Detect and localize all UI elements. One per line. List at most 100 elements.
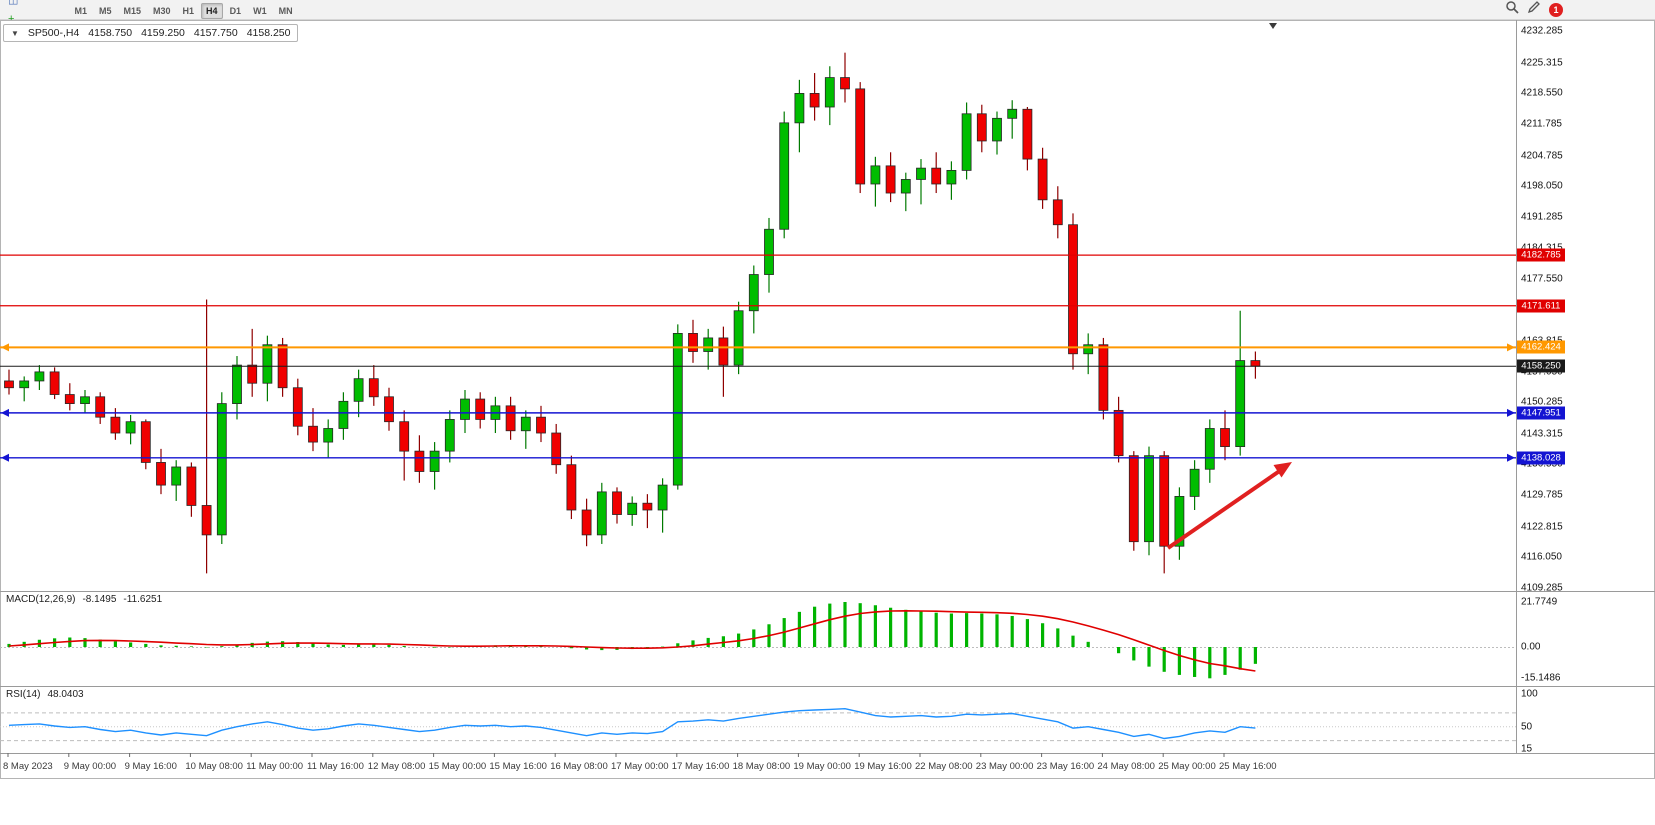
candle-up (596, 491, 607, 536)
candle-down (505, 405, 516, 432)
macd-axis-label: 21.7749 (1521, 596, 1558, 608)
macd-main-value: -8.1495 (82, 594, 117, 605)
candle-down (292, 387, 303, 427)
candle-up (764, 228, 774, 275)
trend-arrow-shaft[interactable] (1166, 468, 1283, 550)
toolbar-right: 1 (1505, 0, 1651, 19)
hline-left-marker (1, 453, 9, 462)
time-axis-label: 15 May 16:00 (489, 761, 547, 772)
rsi-line (8, 707, 1256, 740)
candle-up (733, 310, 744, 366)
candle-down (1022, 108, 1033, 160)
candle-up (703, 337, 714, 352)
candle-down (1128, 455, 1139, 543)
candle-up (1083, 344, 1094, 355)
candle-up (900, 179, 911, 194)
timeframe-m1[interactable]: M1 (74, 5, 87, 16)
price-axis-label: 4204.785 (1521, 150, 1563, 162)
candle-up (748, 274, 759, 312)
time-axis-label: 15 May 00:00 (428, 761, 487, 772)
symbol-tab[interactable]: ▼ SP500-,H4 4158.750 4159.250 4157.750 4… (3, 24, 299, 42)
candle-down (1068, 224, 1078, 355)
time-axis-label: 25 May 00:00 (1158, 761, 1216, 772)
edit-pencil-icon[interactable] (1527, 0, 1541, 19)
candle-down (840, 77, 850, 90)
time-axis-label: 22 May 08:00 (915, 761, 973, 772)
candle-up (1174, 496, 1185, 547)
level-price-badge: 4162.424 (1517, 340, 1565, 354)
rsi-axis-label: 100 (1521, 688, 1538, 700)
timeframe-m5[interactable]: M5 (98, 5, 112, 16)
time-axis-label: 23 May 16:00 (1036, 761, 1095, 772)
price-axis-label: 4184.315 (1521, 243, 1563, 254)
trend-arrow-head[interactable] (1273, 462, 1293, 478)
candle-down (414, 450, 425, 472)
time-axis-label: 12 May 08:00 (367, 761, 426, 772)
timeframe-w1[interactable]: W1 (253, 5, 267, 16)
hline-left-marker (1, 343, 9, 352)
ohlc-close: 4158.250 (246, 27, 291, 39)
candle-up (824, 77, 835, 108)
time-axis-label: 17 May 16:00 (671, 761, 730, 772)
candle-up (916, 167, 926, 180)
candle-up (992, 117, 1002, 142)
time-axis-label: 23 May 00:00 (975, 761, 1034, 772)
candle-down (566, 464, 577, 511)
main-toolbar: ◆新订单▤◧◉▶自动交易║▮≋⊕⊖▦◫+◔▣↖+│╱∥FAT⇗ M1M5M15M… (0, 0, 1655, 270)
search-icon[interactable] (1505, 0, 1519, 19)
time-axis-label: 10 May 08:00 (185, 761, 243, 772)
time-axis-label: 19 May 16:00 (854, 761, 912, 772)
time-axis-label: 25 May 16:00 (1219, 761, 1277, 772)
ohlc-low: 4157.750 (193, 27, 238, 39)
candle-up (19, 380, 30, 389)
arrange-windows-button[interactable]: ◫ (4, 0, 67, 10)
price-axis-label: 4109.285 (1521, 582, 1563, 594)
time-axis-label: 9 May 16:00 (124, 761, 177, 772)
chart-canvas[interactable] (0, 20, 1655, 780)
timeframe-m15[interactable]: M15 (123, 5, 142, 16)
candle-up (779, 122, 790, 230)
level-price-badge: 4171.611 (1517, 299, 1565, 313)
timeframe-m30[interactable]: M30 (153, 5, 171, 16)
time-axis-label: 16 May 08:00 (550, 761, 608, 772)
candle-down (1220, 428, 1230, 448)
candle-down (49, 371, 60, 395)
price-axis-label: 4143.315 (1521, 428, 1563, 440)
price-axis-label: 4211.785 (1521, 118, 1562, 130)
candle-down (718, 337, 729, 366)
candle-up (460, 398, 470, 420)
level-price-badge: 4147.951 (1517, 406, 1565, 420)
add-indicator-button[interactable]: + (4, 10, 67, 29)
candle-up (657, 484, 668, 511)
time-axis-label: 11 May 00:00 (246, 761, 304, 772)
candle-down (140, 421, 151, 463)
candle-up (429, 450, 440, 472)
time-axis-label: 17 May 00:00 (611, 761, 669, 772)
timeframe-mn[interactable]: MN (278, 5, 293, 16)
notification-badge[interactable]: 1 (1549, 2, 1563, 17)
chart-shift-marker[interactable] (1269, 23, 1277, 29)
candle-down (688, 333, 698, 352)
price-axis-label: 4198.050 (1521, 180, 1563, 192)
level-price-badge: 4138.028 (1517, 451, 1565, 465)
time-axis-label: 18 May 08:00 (732, 761, 791, 772)
candle-down (536, 416, 546, 434)
ohlc-open: 4158.750 (88, 27, 133, 39)
time-axis-label: 8 May 2023 (3, 761, 53, 772)
timeframe-d1[interactable]: D1 (229, 5, 242, 16)
chart-area: ▼ SP500-,H4 4158.750 4159.250 4157.750 4… (0, 20, 1655, 825)
timeframe-h4[interactable]: H4 (201, 2, 223, 19)
candle-up (34, 371, 45, 382)
candle-up (1189, 468, 1200, 497)
candle-up (627, 502, 638, 515)
price-axis-label: 4122.815 (1521, 521, 1563, 533)
timeframe-h1[interactable]: H1 (182, 5, 195, 16)
candle-up (125, 421, 136, 434)
candle-down (855, 88, 866, 185)
candle-down (551, 432, 562, 466)
price-axis-label: 4191.285 (1521, 211, 1563, 223)
macd-axis-label: -15.1486 (1521, 672, 1561, 684)
candle-down (201, 505, 212, 536)
candle-up (171, 466, 182, 486)
current-price-badge: 4158.250 (1517, 359, 1565, 373)
